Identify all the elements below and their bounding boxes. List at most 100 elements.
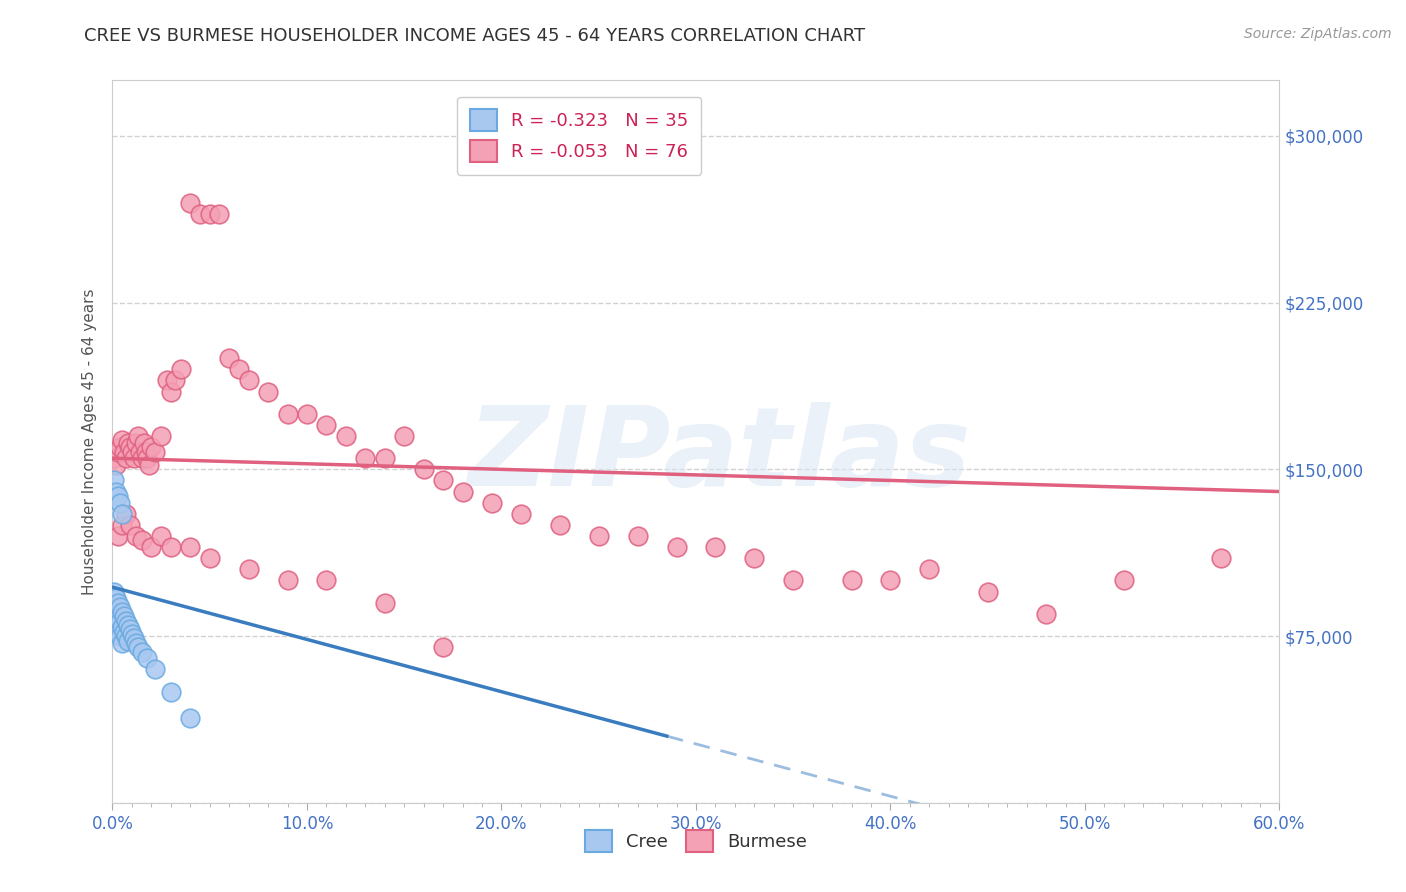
Point <box>110 614 132 628</box>
Point <box>136 651 159 665</box>
Point <box>103 584 125 599</box>
Point <box>1112 574 1135 588</box>
Point <box>335 429 357 443</box>
Point <box>121 444 143 458</box>
Point <box>163 373 186 387</box>
Point <box>374 596 396 610</box>
Point <box>276 574 298 588</box>
Point <box>115 629 138 643</box>
Point <box>105 607 128 621</box>
Point <box>228 362 250 376</box>
Point <box>103 474 125 488</box>
Legend: Cree, Burmese: Cree, Burmese <box>578 822 814 859</box>
Point <box>131 645 153 659</box>
Point <box>128 444 150 458</box>
Point <box>1209 551 1232 566</box>
Point <box>107 627 129 641</box>
Y-axis label: Householder Income Ages 45 - 64 years: Householder Income Ages 45 - 64 years <box>82 288 97 595</box>
Point <box>238 562 260 576</box>
Point <box>115 451 138 466</box>
Text: CREE VS BURMESE HOUSEHOLDER INCOME AGES 45 - 64 YEARS CORRELATION CHART: CREE VS BURMESE HOUSEHOLDER INCOME AGES … <box>84 27 866 45</box>
Point <box>117 618 139 632</box>
Point <box>117 435 139 450</box>
Point <box>118 440 141 454</box>
Point <box>257 384 280 399</box>
Point <box>111 636 134 650</box>
Point <box>179 540 201 554</box>
Point <box>627 529 650 543</box>
Point <box>107 611 129 625</box>
Point <box>238 373 260 387</box>
Point <box>115 614 138 628</box>
Point <box>548 517 571 532</box>
Point <box>107 444 129 458</box>
Point <box>198 207 221 221</box>
Point <box>141 440 163 454</box>
Point <box>110 600 132 615</box>
Point <box>160 384 183 399</box>
Point <box>150 529 173 543</box>
Point <box>276 407 298 421</box>
Point <box>315 417 337 432</box>
Point <box>110 440 132 454</box>
Point <box>138 458 160 472</box>
Text: Source: ZipAtlas.com: Source: ZipAtlas.com <box>1244 27 1392 41</box>
Point <box>160 684 183 698</box>
Point <box>432 640 454 655</box>
Point <box>141 540 163 554</box>
Point <box>354 451 377 466</box>
Point <box>704 540 727 554</box>
Point <box>135 444 157 458</box>
Point <box>111 605 134 619</box>
Point <box>121 627 143 641</box>
Point <box>125 636 148 650</box>
Point <box>125 529 148 543</box>
Point <box>112 609 135 624</box>
Point <box>105 458 128 472</box>
Point <box>122 451 145 466</box>
Point <box>105 623 128 637</box>
Point <box>110 496 132 510</box>
Point <box>131 533 153 548</box>
Point <box>841 574 863 588</box>
Point <box>111 517 134 532</box>
Point <box>179 195 201 210</box>
Point <box>132 435 155 450</box>
Point <box>111 507 134 521</box>
Text: ZIPatlas: ZIPatlas <box>467 402 972 509</box>
Point <box>879 574 901 588</box>
Point <box>451 484 474 499</box>
Point <box>103 451 125 466</box>
Point <box>115 507 138 521</box>
Point <box>111 620 134 634</box>
Point <box>918 562 941 576</box>
Point <box>782 574 804 588</box>
Point <box>188 207 211 221</box>
Point <box>295 407 318 421</box>
Point <box>143 444 166 458</box>
Point <box>208 207 231 221</box>
Point <box>412 462 434 476</box>
Point <box>105 591 128 606</box>
Point <box>744 551 766 566</box>
Point <box>125 435 148 450</box>
Point <box>118 517 141 532</box>
Point <box>394 429 416 443</box>
Point <box>481 496 503 510</box>
Point <box>103 600 125 615</box>
Point <box>105 484 128 499</box>
Point <box>374 451 396 466</box>
Point <box>150 429 173 443</box>
Point <box>107 489 129 503</box>
Point <box>588 529 610 543</box>
Point <box>1035 607 1057 621</box>
Point <box>665 540 688 554</box>
Point <box>118 623 141 637</box>
Point <box>156 373 179 387</box>
Point <box>112 624 135 639</box>
Point <box>127 640 149 655</box>
Point <box>218 351 240 366</box>
Point <box>315 574 337 588</box>
Point <box>112 444 135 458</box>
Point <box>169 362 191 376</box>
